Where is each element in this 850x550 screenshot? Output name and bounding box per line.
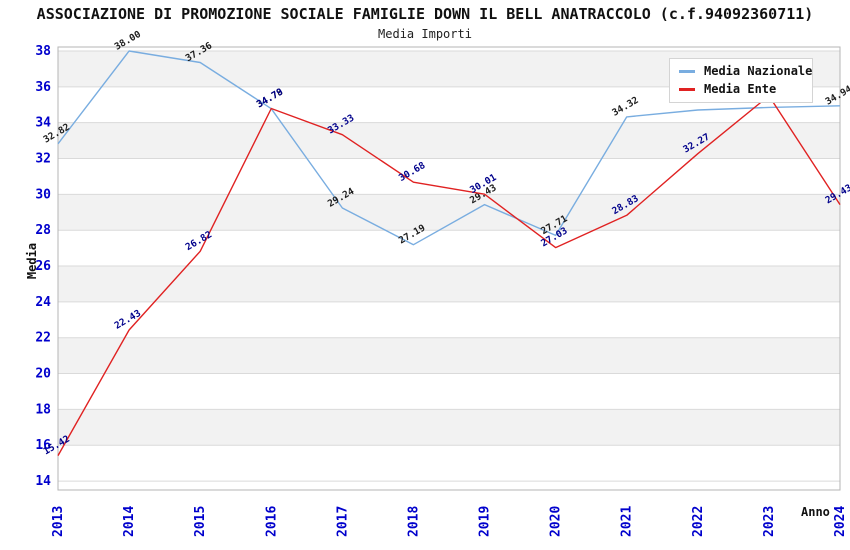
data-label: 30.68 [397,160,428,184]
x-tick-label[interactable]: 2021 [620,506,635,537]
legend-label-media-nazionale: Media Nazionale [704,64,813,78]
x-tick-label[interactable]: 2015 [193,506,208,537]
y-tick-label: 24 [35,295,51,310]
x-tick-label[interactable]: 2018 [406,506,421,537]
y-tick-label: 38 [35,44,51,59]
legend-label-media-ente: Media Ente [704,82,777,96]
y-tick-label: 20 [35,367,51,382]
x-tick-label[interactable]: 2020 [549,506,564,537]
x-tick-label[interactable]: 2024 [833,506,848,537]
x-axis-title: Anno [801,505,830,519]
chart-title: ASSOCIAZIONE DI PROMOZIONE SOCIALE FAMIG… [36,5,814,23]
legend-item-media-nazionale[interactable]: Media Nazionale [670,62,812,80]
media-nazionale-line-swatch [679,69,695,73]
x-tick-label[interactable]: 2022 [691,506,706,537]
series-line-media-nazionale[interactable] [57,50,841,246]
legend: Media Nazionale Media Ente [669,58,813,103]
x-tick-label[interactable]: 2013 [51,506,66,537]
x-tick-label[interactable]: 2023 [762,506,777,537]
y-tick-label: 26 [35,259,51,274]
plot-band [58,266,840,302]
x-tick-label[interactable]: 2017 [335,506,350,537]
data-label: 15.42 [42,434,72,458]
data-label: 26.82 [184,229,214,253]
plot-band [58,337,840,374]
data-label: 38.00 [113,29,144,53]
plot-border [57,46,841,491]
y-tick-label: 28 [35,223,51,238]
plot-band [58,122,840,159]
y-tick-label: 34 [35,116,51,131]
y-tick-label: 22 [35,331,51,346]
series-line-media-ente[interactable] [57,95,841,456]
data-label: 34.79 [255,86,286,110]
y-axis-title: Media [25,242,39,280]
data-label: 22.43 [113,308,144,332]
x-tick-label[interactable]: 2019 [478,506,493,537]
plot-band [58,409,840,446]
x-tick-label[interactable]: 2016 [264,506,279,537]
y-tick-label: 16 [35,438,51,453]
y-tick-label: 32 [35,152,51,167]
legend-item-media-ente[interactable]: Media Ente [670,80,812,98]
x-tick-label[interactable]: 2014 [122,506,137,537]
chart-subtitle: Media Importi [378,27,472,41]
media-ente-line-swatch [679,87,695,91]
y-tick-label: 30 [35,187,51,202]
y-tick-label: 18 [35,402,51,417]
data-label: 34.32 [610,95,640,119]
y-tick-label: 36 [35,80,51,95]
y-tick-label: 14 [35,474,51,489]
